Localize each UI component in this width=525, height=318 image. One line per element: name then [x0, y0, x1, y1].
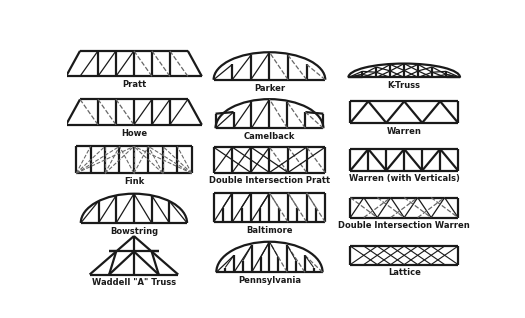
Text: Bowstring: Bowstring — [110, 227, 158, 236]
Text: Fink: Fink — [124, 177, 144, 186]
Text: Warren (with Verticals): Warren (with Verticals) — [349, 175, 459, 183]
Text: Howe: Howe — [121, 129, 147, 138]
Text: Lattice: Lattice — [388, 268, 421, 277]
Text: K-Truss: K-Truss — [387, 81, 421, 90]
Text: Waddell "A" Truss: Waddell "A" Truss — [92, 278, 176, 287]
Text: Double Intersection Warren: Double Intersection Warren — [338, 221, 470, 231]
Text: Double Intersection Pratt: Double Intersection Pratt — [209, 176, 330, 185]
Text: Parker: Parker — [254, 84, 285, 93]
Text: Warren: Warren — [387, 127, 422, 136]
Text: Pennsylvania: Pennsylvania — [238, 276, 301, 285]
Text: Baltimore: Baltimore — [246, 226, 293, 235]
Text: Pratt: Pratt — [122, 80, 146, 89]
Text: Camelback: Camelback — [244, 132, 295, 141]
